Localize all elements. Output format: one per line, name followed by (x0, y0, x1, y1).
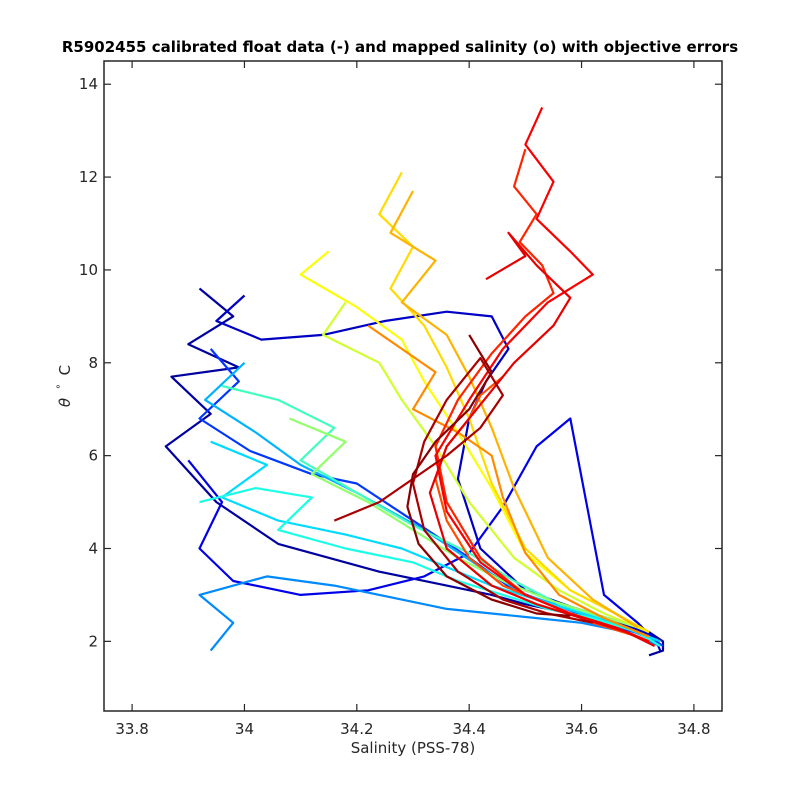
x-tick-label-5: 34.6 (565, 720, 598, 738)
plot-frame (103, 60, 723, 712)
x-tick-label-3: 34.2 (340, 720, 373, 738)
y-axis-label-degree: ° (56, 384, 67, 389)
profile-line-7 (210, 440, 661, 643)
y-tick-label-6: 12 (79, 168, 98, 186)
x-axis-label: Salinity (PSS-78) (351, 739, 476, 757)
y-tick-label-7: 14 (79, 75, 98, 93)
x-tick-label-1: 33.8 (115, 720, 148, 738)
profile-line-19 (428, 231, 656, 647)
profile-line-15 (367, 324, 650, 638)
y-tick-label-3: 6 (88, 447, 98, 465)
y-tick-label-2: 4 (88, 540, 98, 558)
profile-line-3 (187, 417, 661, 647)
y-tick-label-1: 2 (88, 632, 98, 650)
series-layer (164, 106, 665, 657)
profile-line-13 (378, 171, 650, 634)
y-axis-label-unit: C (56, 365, 74, 375)
profile-line-11 (322, 301, 650, 634)
chart-title: R5902455 calibrated float data (-) and m… (62, 38, 738, 56)
ticks-layer: 33.8 34 34.2 34.4 34.6 34.8 2 4 6 8 10 12 14 (79, 61, 722, 738)
x-tick-label-4: 34.4 (452, 720, 485, 738)
profile-line-14 (389, 190, 639, 629)
profile-line-12 (299, 250, 650, 634)
y-axis-label-symbol: θ (56, 398, 74, 407)
x-tick-label-2: 34 (235, 720, 254, 738)
profile-line-21 (406, 334, 571, 617)
x-tick-label-6: 34.8 (677, 720, 710, 738)
y-tick-label-5: 10 (79, 261, 98, 279)
y-tick-label-4: 8 (88, 354, 98, 372)
profile-line-18 (434, 106, 650, 643)
profile-line-5 (198, 575, 661, 652)
profile-line-8 (199, 487, 661, 647)
y-axis-label: θ ° C (50, 365, 74, 407)
profile-line-20 (333, 357, 594, 624)
